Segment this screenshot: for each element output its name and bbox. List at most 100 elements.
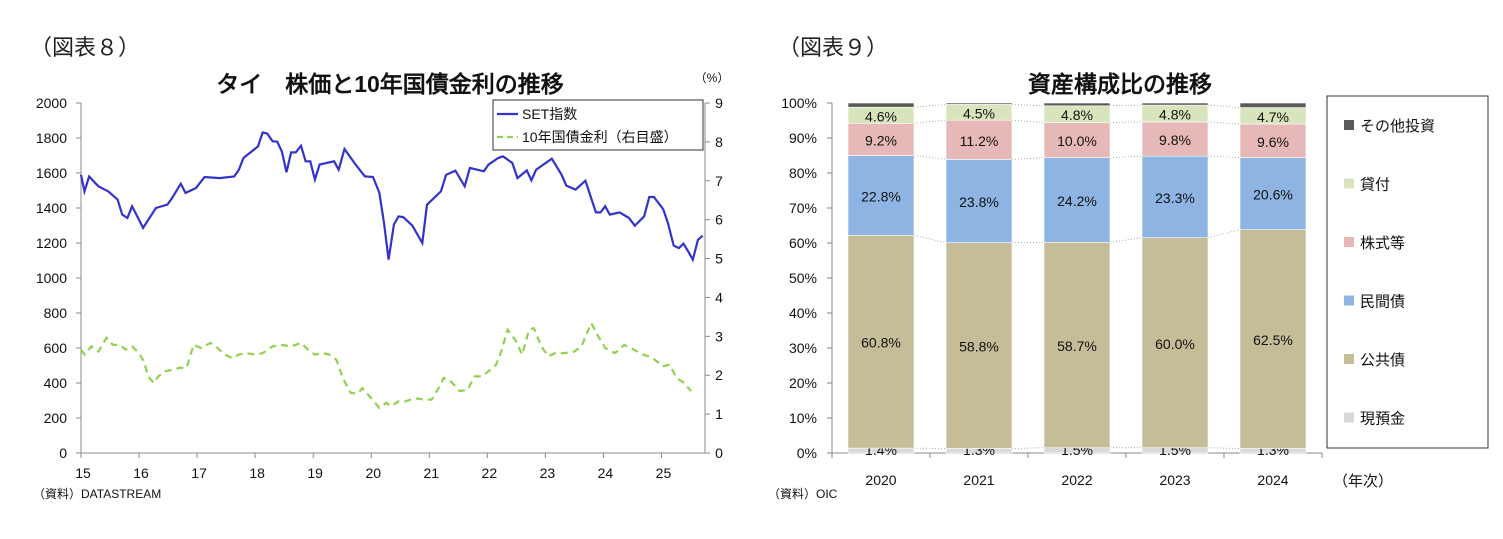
bar-segment-株式等 [1141, 121, 1209, 157]
bar-legend-box [1326, 95, 1489, 449]
y-tick-label: 0 [59, 445, 67, 461]
series-connector-line [1207, 104, 1241, 108]
bar-y-tick-label: 60% [789, 235, 817, 251]
x-tick-label: 16 [133, 465, 149, 481]
x-tick-label: 22 [482, 465, 498, 481]
bar-data-label: 58.7% [1057, 338, 1097, 354]
bar-segment-民間債 [847, 155, 915, 236]
bar-segment-その他投資 [1043, 102, 1111, 107]
x-tick-label: 23 [540, 465, 556, 481]
right-source-note: （資料）OIC [768, 487, 838, 501]
series-connector-line [1011, 447, 1045, 449]
x-tick-label: 20 [365, 465, 381, 481]
bar-segment-その他投資 [1239, 102, 1307, 108]
legend-label: 株式等 [1360, 234, 1405, 252]
bar-segment-株式等 [1239, 123, 1307, 158]
bar-data-label: 20.6% [1253, 187, 1293, 203]
legend-label: 10年国債金利（右目盛） [522, 129, 678, 145]
series-connector-line [1207, 447, 1241, 449]
series-connector-line [913, 155, 947, 160]
bar-data-label: 58.8% [959, 339, 999, 355]
series-connector-line [1109, 121, 1143, 123]
y-tick-label: 1200 [36, 235, 67, 251]
bar-data-label: 60.0% [1155, 336, 1195, 352]
series-connector-line [913, 104, 947, 108]
series-connector-line [1207, 229, 1241, 239]
x-tick-label: 18 [249, 465, 265, 481]
series-connector-line [1109, 104, 1143, 107]
bar-segment-公共債 [1239, 229, 1307, 449]
left-source-note: （資料）DATASTREAM [33, 487, 161, 501]
series-connector-line [1011, 104, 1045, 107]
series-connector-line [913, 234, 947, 244]
bar-data-label: 4.7% [1257, 109, 1289, 125]
bar-segment-民間債 [1239, 157, 1307, 231]
series-connector-line [1207, 155, 1241, 158]
x-tick-label: 24 [598, 465, 614, 481]
y-tick-label: 600 [44, 340, 68, 356]
bar-data-label: 4.5% [963, 105, 995, 121]
bar-category-label: 2024 [1257, 472, 1288, 488]
legend-swatch [1344, 178, 1354, 189]
bar-data-label: 9.6% [1257, 134, 1289, 150]
bar-data-label: 24.2% [1057, 193, 1097, 209]
bar-segment-民間債 [1043, 157, 1111, 243]
y-right-tick-label: 7 [715, 173, 723, 189]
y-tick-label: 400 [44, 375, 68, 391]
y-right-tick-label: 8 [715, 134, 723, 150]
legend-swatch [1344, 237, 1354, 247]
legend-swatch [1344, 354, 1354, 364]
right-chart-title: 資産構成比の推移 [1028, 71, 1212, 97]
right-axis-unit: （%） [695, 71, 730, 85]
bar-segment-民間債 [945, 159, 1013, 243]
bar-y-tick-label: 20% [789, 375, 817, 391]
x-tick-label: 21 [423, 465, 439, 481]
bar-data-label: 22.8% [861, 188, 901, 204]
bar-y-tick-label: 100% [781, 95, 817, 111]
series-connector-line [1109, 155, 1143, 158]
series-connector-line [1109, 237, 1143, 243]
bar-segment-その他投資 [945, 102, 1013, 105]
bar-category-label: 2022 [1061, 472, 1092, 488]
x-tick-label: 19 [307, 465, 323, 481]
y-right-tick-label: 4 [715, 289, 723, 305]
y-tick-label: 2000 [36, 95, 67, 111]
bar-category-label: 2021 [963, 472, 994, 488]
legend-swatch [1344, 295, 1354, 306]
bar-data-label: 10.0% [1057, 133, 1097, 149]
bar-segment-公共債 [945, 242, 1013, 449]
bar-segment-公共債 [1043, 242, 1111, 449]
legend-label: 貸付 [1360, 177, 1390, 194]
bar-segment-民間債 [1141, 155, 1209, 239]
bar-y-tick-label: 10% [789, 410, 817, 426]
bar-data-label: 4.8% [1159, 107, 1191, 123]
legend-label: 公共債 [1360, 352, 1405, 369]
y-tick-label: 1000 [36, 270, 67, 286]
figure-label-8: （図表８） [30, 36, 141, 61]
bar-segment-公共債 [847, 235, 915, 449]
left-chart-title: タイ 株価と10年国債金利の推移 [216, 71, 564, 97]
legend-label: SET指数 [522, 106, 577, 122]
y-tick-label: 1400 [36, 200, 67, 216]
y-right-tick-label: 0 [715, 445, 723, 461]
legend-swatch [1344, 412, 1354, 423]
bar-data-label: 60.8% [861, 335, 901, 351]
bar-segment-その他投資 [1141, 102, 1209, 106]
bar-data-label: 23.8% [959, 194, 999, 210]
y-tick-label: 1800 [36, 130, 67, 146]
bar-segment-株式等 [1043, 122, 1111, 158]
bar-category-label: 2020 [865, 472, 896, 488]
bar-data-label: 11.2% [960, 133, 999, 149]
legend-label: 民間債 [1360, 294, 1405, 311]
bar-y-tick-label: 50% [789, 270, 817, 286]
x-tick-label: 25 [656, 465, 672, 481]
y-right-tick-label: 9 [715, 95, 723, 111]
series-line-set-index [79, 131, 704, 263]
x-tick-label: 15 [75, 465, 91, 481]
bar-x-axis-label: （年次） [1333, 473, 1393, 490]
bar-y-tick-label: 80% [789, 165, 817, 181]
x-tick-label: 17 [191, 465, 207, 481]
bar-segment-株式等 [847, 123, 915, 156]
series-connector-line [913, 119, 947, 124]
